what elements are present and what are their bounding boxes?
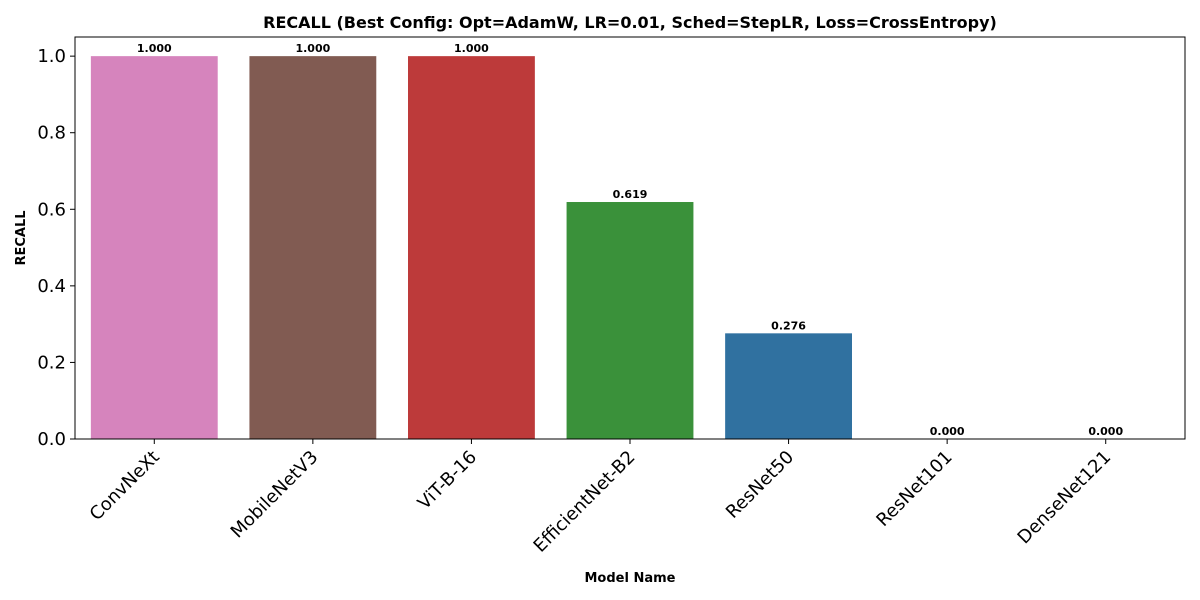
data-label: 0.276 <box>771 319 806 332</box>
x-tick-label: EfficientNet-B2 <box>530 447 640 557</box>
data-label: 0.000 <box>1088 425 1123 438</box>
x-tick-label: DenseNet121 <box>1014 447 1116 549</box>
data-label: 0.000 <box>930 425 965 438</box>
y-tick-label: 1.0 <box>37 46 66 67</box>
bar-vit-b-16 <box>408 56 535 440</box>
y-tick-label: 0.8 <box>37 123 66 144</box>
bar-mobilenetv3 <box>249 56 377 440</box>
x-axis: ConvNeXt MobileNetV3 ViT-B-16 EfficientNet-… <box>86 439 1116 557</box>
x-axis-label: Model Name <box>585 571 676 586</box>
y-axis: 0.0 0.2 0.4 0.6 0.8 1.0 <box>37 46 75 450</box>
y-tick-label: 0.4 <box>37 276 66 297</box>
bar-resnet50 <box>725 333 852 439</box>
data-label: 1.000 <box>137 42 172 55</box>
y-tick-label: 0.6 <box>37 199 66 220</box>
y-tick-label: 0.2 <box>37 352 66 373</box>
bar-efficientnet-b2 <box>566 202 694 439</box>
y-axis-label: RECALL <box>14 210 29 265</box>
x-tick-label: ResNet101 <box>872 447 956 531</box>
bar-convnext <box>90 56 218 440</box>
data-label: 0.619 <box>613 188 648 201</box>
x-tick-label: ResNet50 <box>722 447 798 523</box>
x-tick-label: MobileNetV3 <box>227 447 323 543</box>
plot-area: 1.000 1.000 1.000 0.619 0.276 0.000 0.000 <box>90 42 1123 440</box>
data-label: 1.000 <box>295 42 330 55</box>
data-label: 1.000 <box>454 42 489 55</box>
x-tick-label: ViT-B-16 <box>414 447 481 514</box>
chart-title: RECALL (Best Config: Opt=AdamW, LR=0.01,… <box>263 13 997 32</box>
y-tick-label: 0.0 <box>37 429 66 450</box>
x-tick-label: ConvNeXt <box>86 447 164 525</box>
